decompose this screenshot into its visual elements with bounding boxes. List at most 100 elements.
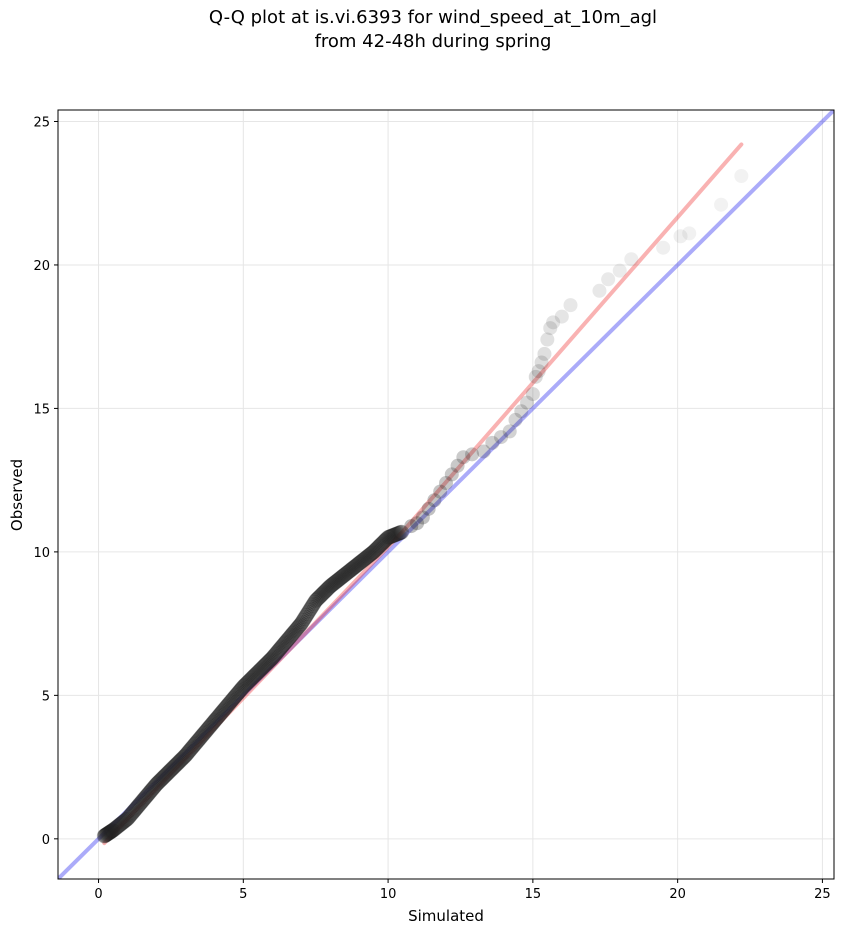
qq-point bbox=[314, 587, 330, 603]
qq-point bbox=[531, 364, 546, 379]
qq-point bbox=[105, 822, 121, 838]
chart-title: Q-Q plot at is.vi.6393 for wind_speed_at… bbox=[208, 7, 658, 28]
qq-point bbox=[345, 560, 361, 576]
qq-point bbox=[520, 395, 535, 410]
qq-point bbox=[218, 700, 234, 716]
qq-point bbox=[300, 604, 316, 620]
qq-point bbox=[233, 681, 249, 697]
qq-point bbox=[216, 702, 232, 718]
qq-point bbox=[304, 599, 320, 615]
qq-point bbox=[285, 625, 301, 641]
qq-point bbox=[99, 826, 115, 842]
qq-point bbox=[329, 573, 345, 589]
qq-point bbox=[189, 734, 205, 750]
qq-point bbox=[348, 558, 364, 574]
x-tick-label: 10 bbox=[380, 887, 397, 902]
qq-point bbox=[214, 705, 230, 721]
qq-point bbox=[450, 458, 465, 473]
qq-point bbox=[356, 551, 372, 567]
qq-point bbox=[378, 532, 394, 548]
x-tick-label: 25 bbox=[814, 887, 831, 902]
qq-point bbox=[350, 556, 366, 572]
qq-point bbox=[132, 796, 148, 812]
qq-point bbox=[219, 698, 235, 714]
y-tick-label: 5 bbox=[42, 689, 50, 704]
qq-point bbox=[370, 540, 386, 556]
qq-point bbox=[385, 527, 401, 543]
qq-point bbox=[283, 628, 299, 644]
qq-point bbox=[335, 568, 351, 584]
qq-point bbox=[326, 575, 342, 591]
qq-point bbox=[360, 548, 376, 564]
qq-point bbox=[205, 714, 221, 730]
qq-point bbox=[99, 826, 115, 842]
qq-point bbox=[128, 801, 144, 817]
qq-point bbox=[119, 811, 135, 827]
qq-point bbox=[465, 447, 480, 462]
qq-point bbox=[237, 677, 253, 693]
qq-point bbox=[155, 770, 171, 786]
qq-point bbox=[213, 706, 229, 722]
qq-point bbox=[612, 263, 627, 278]
y-tick-label: 10 bbox=[33, 546, 50, 561]
qq-point bbox=[341, 564, 357, 580]
qq-point bbox=[386, 527, 402, 543]
qq-point bbox=[252, 662, 268, 678]
qq-point bbox=[149, 775, 165, 791]
qq-point bbox=[137, 790, 153, 806]
qq-point bbox=[192, 730, 208, 746]
qq-point bbox=[156, 769, 172, 785]
qq-point bbox=[135, 792, 151, 808]
qq-point bbox=[234, 680, 250, 696]
qq-point bbox=[305, 598, 321, 614]
qq-point bbox=[264, 650, 280, 666]
qq-point bbox=[355, 552, 371, 568]
qq-point bbox=[152, 773, 168, 789]
qq-point bbox=[221, 696, 237, 712]
qq-point bbox=[123, 807, 139, 823]
qq-point bbox=[160, 765, 176, 781]
qq-point bbox=[375, 535, 391, 551]
qq-point bbox=[121, 810, 137, 826]
qq-point bbox=[312, 589, 328, 605]
qq-point bbox=[161, 764, 177, 780]
qq-point bbox=[258, 656, 274, 672]
qq-point bbox=[404, 519, 419, 534]
qq-point bbox=[320, 580, 336, 596]
y-tick-label: 15 bbox=[33, 402, 50, 417]
qq-point bbox=[294, 614, 310, 630]
qq-point bbox=[122, 808, 138, 824]
qq-point bbox=[255, 659, 271, 675]
qq-point bbox=[273, 640, 289, 656]
qq-point bbox=[306, 596, 322, 612]
qq-point bbox=[232, 682, 248, 698]
qq-point bbox=[372, 538, 388, 554]
qq-point bbox=[188, 735, 204, 751]
qq-point bbox=[290, 619, 306, 635]
qq-point bbox=[206, 713, 222, 729]
qq-point bbox=[126, 803, 142, 819]
qq-point bbox=[193, 729, 209, 745]
qq-point bbox=[240, 674, 256, 690]
qq-point bbox=[249, 665, 265, 681]
qq-point bbox=[381, 529, 397, 545]
qq-point bbox=[110, 818, 126, 834]
qq-point bbox=[168, 757, 184, 773]
qq-point bbox=[315, 585, 331, 601]
qq-point bbox=[134, 794, 150, 810]
chart-title-block: Q-Q plot at is.vi.6393 for wind_speed_at… bbox=[0, 6, 843, 54]
qq-point bbox=[347, 559, 363, 575]
qq-point bbox=[380, 530, 396, 546]
qq-point bbox=[682, 226, 697, 241]
qq-point bbox=[191, 732, 207, 748]
qq-point bbox=[391, 525, 407, 541]
qq-point bbox=[129, 800, 145, 816]
qq-point bbox=[140, 786, 156, 802]
qq-point bbox=[624, 252, 639, 267]
qq-point bbox=[108, 820, 124, 836]
qq-point bbox=[351, 555, 367, 571]
qq-point bbox=[130, 798, 146, 814]
qq-point bbox=[287, 623, 303, 639]
qq-point bbox=[159, 766, 175, 782]
qq-point bbox=[238, 676, 254, 692]
